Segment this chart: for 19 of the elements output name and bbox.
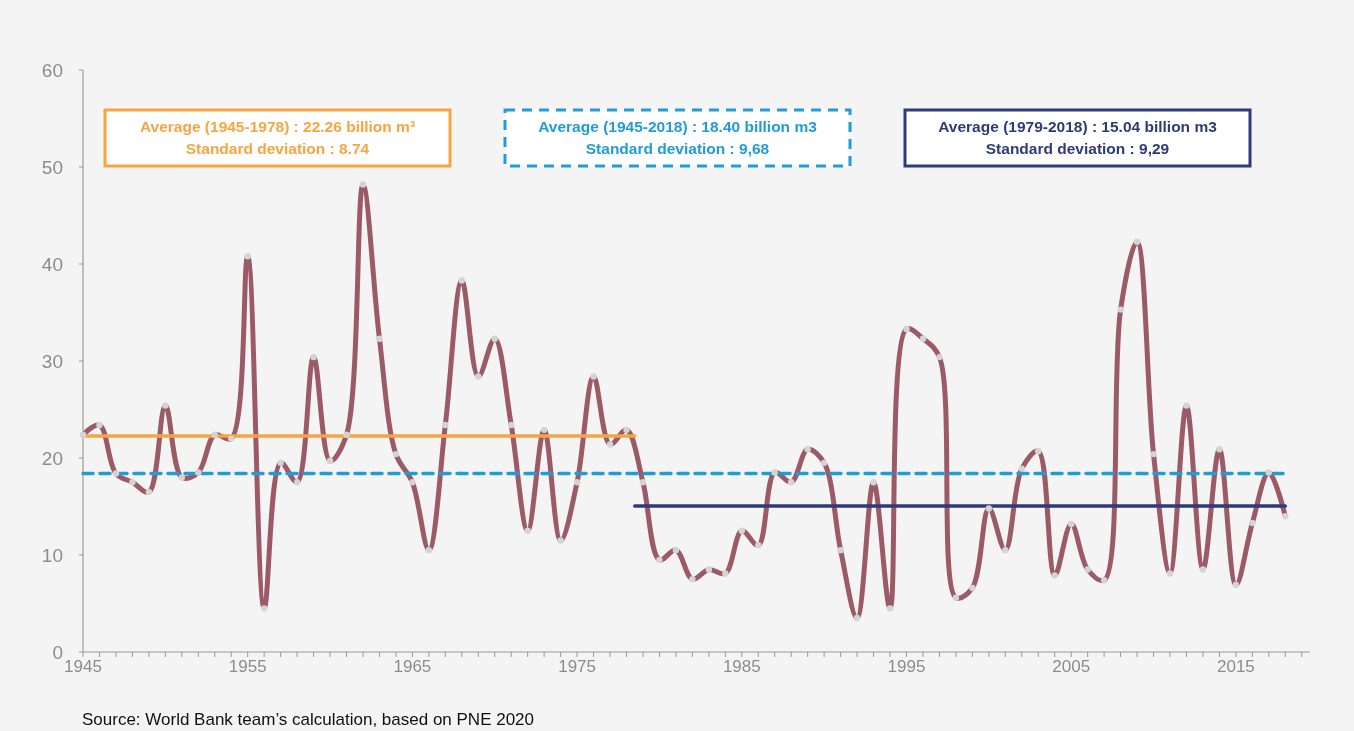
x-tick-label: 1985 — [722, 657, 761, 676]
legend-box: Average (1945-2018) : 18.40 billion m3 Standard deviation : 9,68 — [503, 108, 852, 168]
y-tick-label: 20 — [41, 447, 63, 469]
y-tick-label: 30 — [41, 350, 63, 372]
y-tick-label: 50 — [41, 156, 63, 178]
x-tick-label: 1995 — [887, 657, 926, 676]
y-tick-label: 10 — [41, 544, 63, 566]
y-tick-label: 60 — [41, 59, 63, 81]
y-tick-label: 40 — [41, 253, 63, 275]
x-tick-label: 2015 — [1216, 657, 1255, 676]
x-tick-label: 1965 — [393, 657, 432, 676]
x-tick-label: 1955 — [228, 657, 267, 676]
x-tick-label: 2005 — [1052, 657, 1091, 676]
x-tick-label: 1975 — [558, 657, 597, 676]
x-tick-label: 1945 — [64, 657, 102, 676]
y-tick-label: 0 — [52, 641, 63, 663]
legend-box: Average (1979-2018) : 15.04 billion m3 Standard deviation : 9,29 — [903, 108, 1252, 168]
legend-box: Average (1945-1978) : 22.26 billion m³ Standard deviation : 8.74 — [103, 108, 452, 168]
source-note: Source: World Bank team’s calculation, based on PNE 2020 — [82, 710, 535, 729]
